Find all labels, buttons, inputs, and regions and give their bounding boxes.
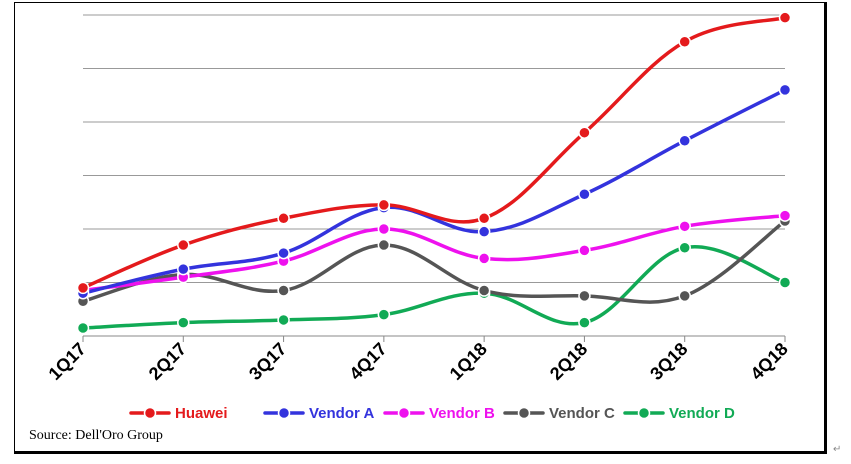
chart-frame [14, 2, 827, 454]
data-point-vendor-b [377, 222, 391, 236]
data-point-huawei [477, 212, 491, 225]
data-point-vendor-b [578, 244, 591, 257]
data-point-vendor-a [477, 225, 491, 238]
legend-label: Huawei [175, 405, 228, 422]
data-point-vendor-d [277, 313, 290, 327]
data-point-vendor-a [277, 246, 290, 260]
data-point-vendor-b [477, 252, 491, 265]
paragraph-mark: ↵ [833, 444, 842, 455]
data-point-huawei [377, 198, 391, 212]
data-point-vendor-c [277, 284, 290, 297]
legend-swatch-marker [143, 406, 157, 420]
data-point-vendor-d [678, 241, 691, 254]
series-lines [81, 15, 787, 330]
x-tick-label: 1Q17 [45, 339, 90, 384]
series-line-vendor-c [81, 219, 787, 304]
series-line-vendor-b [81, 213, 787, 293]
data-point-vendor-b [678, 220, 691, 233]
legend: Huawei Vendor A Vendor B Vendor C Vendor D [129, 405, 735, 422]
legend-swatch-marker [397, 406, 411, 420]
data-point-vendor-c [377, 238, 391, 252]
data-point-vendor-a [177, 262, 190, 276]
data-point-huawei [76, 281, 90, 295]
x-tick-label: 4Q18 [747, 339, 792, 384]
legend-label: Vendor C [549, 405, 615, 422]
data-point-vendor-c [678, 289, 691, 303]
x-tick-label: 3Q17 [245, 339, 290, 384]
data-point-vendor-a [578, 187, 591, 201]
x-tick-label: 3Q18 [646, 339, 691, 384]
series-line-vendor-a [81, 88, 787, 295]
legend-swatch-marker [637, 406, 651, 420]
legend-label: Vendor D [669, 405, 735, 422]
data-point-vendor-d [377, 308, 391, 321]
x-tick-label: 4Q17 [345, 339, 390, 384]
legend-swatch-marker [517, 406, 531, 420]
data-point-vendor-d [76, 321, 90, 335]
data-point-huawei [177, 238, 190, 252]
data-point-vendor-b [778, 209, 792, 222]
x-tick-label: 2Q18 [546, 339, 591, 384]
data-point-vendor-c [578, 289, 591, 303]
data-point-huawei [578, 126, 591, 139]
data-point-vendor-d [578, 316, 591, 329]
gridlines [83, 14, 785, 337]
data-point-huawei [277, 212, 290, 225]
data-point-vendor-a [778, 83, 792, 97]
series-line-vendor-d [81, 245, 787, 330]
data-point-vendor-c [477, 284, 491, 297]
legend-label: Vendor A [309, 405, 374, 422]
data-point-huawei [678, 35, 691, 48]
x-tick-label: 2Q17 [145, 339, 190, 384]
legend-label: Vendor B [429, 405, 495, 422]
data-point-vendor-d [177, 316, 190, 329]
x-axis-ticks: 1Q17 2Q17 3Q17 4Q17 1Q18 2Q18 3Q18 4Q18 [45, 336, 792, 384]
data-point-vendor-a [678, 134, 691, 147]
series-line-huawei [81, 15, 787, 290]
data-point-vendor-d [778, 276, 792, 289]
series-points [76, 11, 792, 335]
source-note: Source: Dell'Oro Group [29, 428, 163, 443]
legend-swatch-marker [277, 406, 291, 420]
x-tick-label: 1Q18 [446, 339, 491, 384]
data-point-huawei [778, 11, 792, 24]
